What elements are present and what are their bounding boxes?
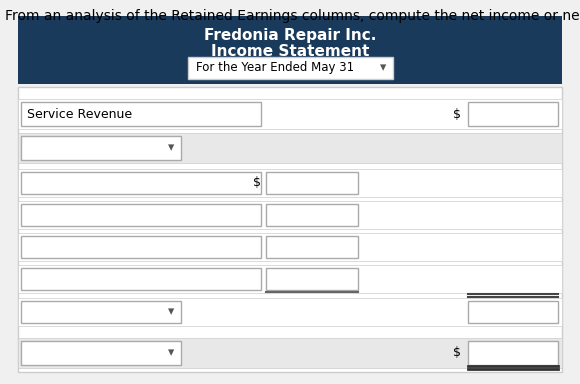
- Text: $: $: [253, 177, 261, 189]
- FancyBboxPatch shape: [18, 298, 562, 326]
- FancyBboxPatch shape: [18, 169, 562, 197]
- FancyBboxPatch shape: [18, 265, 562, 293]
- FancyBboxPatch shape: [266, 172, 358, 194]
- FancyBboxPatch shape: [21, 102, 261, 126]
- Text: ▾: ▾: [168, 306, 174, 318]
- FancyBboxPatch shape: [266, 268, 358, 290]
- Text: $: $: [453, 346, 461, 359]
- FancyBboxPatch shape: [18, 133, 562, 163]
- FancyBboxPatch shape: [18, 99, 562, 129]
- Text: Income Statement: Income Statement: [211, 44, 369, 59]
- Text: ▾: ▾: [168, 141, 174, 154]
- FancyBboxPatch shape: [21, 341, 181, 365]
- FancyBboxPatch shape: [21, 204, 261, 226]
- Text: ▾: ▾: [168, 346, 174, 359]
- FancyBboxPatch shape: [18, 87, 562, 372]
- FancyBboxPatch shape: [21, 172, 261, 194]
- FancyBboxPatch shape: [18, 233, 562, 261]
- FancyBboxPatch shape: [21, 268, 261, 290]
- FancyBboxPatch shape: [468, 301, 558, 323]
- Text: From an analysis of the Retained Earnings columns, compute the net income or net: From an analysis of the Retained Earning…: [5, 9, 580, 23]
- FancyBboxPatch shape: [266, 236, 358, 258]
- FancyBboxPatch shape: [187, 57, 393, 79]
- FancyBboxPatch shape: [18, 201, 562, 229]
- Text: For the Year Ended May 31: For the Year Ended May 31: [195, 61, 354, 74]
- Text: Service Revenue: Service Revenue: [27, 108, 132, 121]
- FancyBboxPatch shape: [21, 236, 261, 258]
- FancyBboxPatch shape: [21, 136, 181, 160]
- FancyBboxPatch shape: [468, 102, 558, 126]
- FancyBboxPatch shape: [18, 338, 562, 368]
- Text: $: $: [453, 108, 461, 121]
- Text: ▾: ▾: [380, 61, 387, 74]
- FancyBboxPatch shape: [468, 341, 558, 365]
- Text: Fredonia Repair Inc.: Fredonia Repair Inc.: [204, 28, 376, 43]
- FancyBboxPatch shape: [18, 16, 562, 84]
- FancyBboxPatch shape: [266, 204, 358, 226]
- FancyBboxPatch shape: [21, 301, 181, 323]
